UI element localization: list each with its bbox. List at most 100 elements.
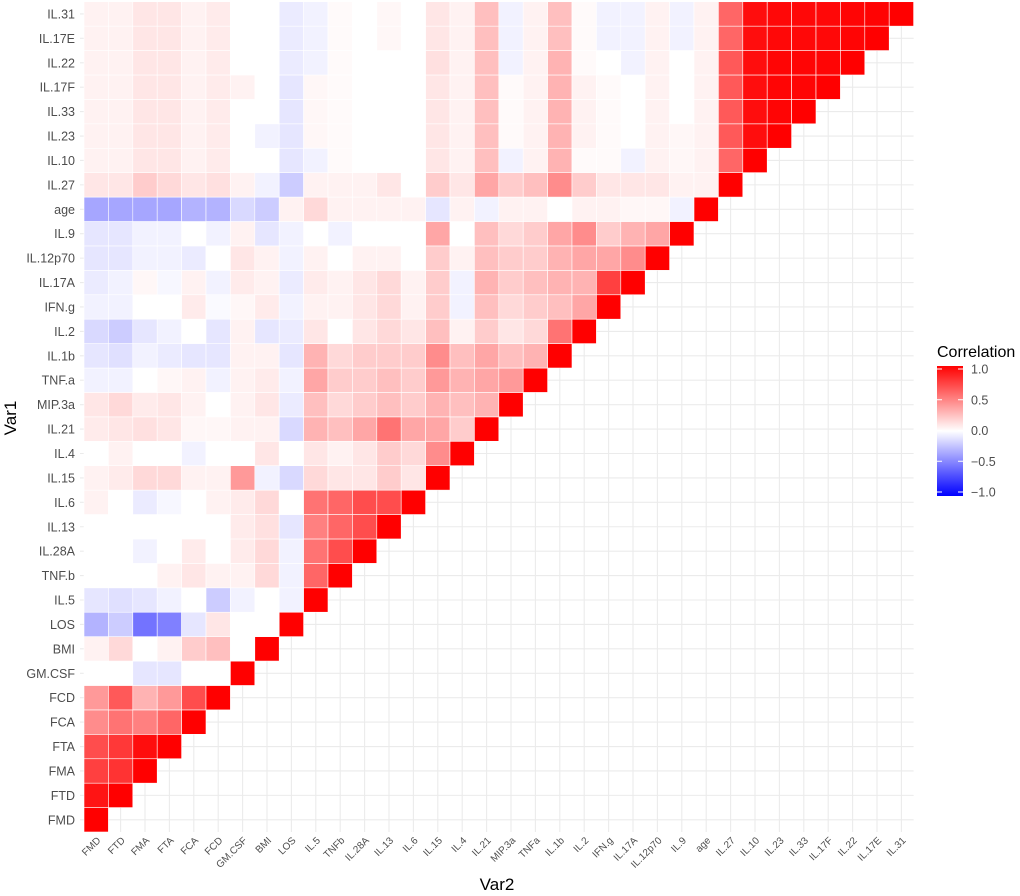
heatmap-cell: [352, 294, 378, 320]
heatmap-cell: [620, 123, 646, 149]
heatmap-cell: [352, 221, 378, 247]
heatmap-cell: [644, 74, 670, 100]
heatmap-cell: [83, 1, 109, 27]
heatmap-cell: [83, 123, 109, 149]
x-tick-label: MIP.3a: [489, 835, 519, 865]
heatmap-cell: [83, 318, 109, 344]
heatmap-cell: [278, 294, 304, 320]
heatmap-cell: [303, 123, 329, 149]
y-tick-label: GM.CSF: [26, 667, 75, 681]
heatmap-cell: [474, 172, 500, 198]
heatmap-cell: [156, 611, 182, 637]
y-tick-label: BMI: [53, 642, 75, 656]
heatmap-cell: [132, 123, 158, 149]
heatmap-cell: [205, 74, 231, 100]
heatmap-cell: [596, 270, 622, 296]
heatmap-cell: [742, 74, 768, 100]
heatmap-cell: [230, 636, 256, 662]
heatmap-cell: [303, 74, 329, 100]
heatmap-cell: [669, 1, 695, 27]
heatmap-cell: [376, 50, 402, 76]
heatmap-cell: [303, 416, 329, 442]
heatmap-cell: [571, 270, 597, 296]
heatmap-cell: [254, 465, 280, 491]
heatmap-cell: [400, 99, 426, 125]
heatmap-cell: [156, 196, 182, 222]
heatmap-cell: [181, 172, 207, 198]
heatmap-cell: [376, 196, 402, 222]
heatmap-cell: [449, 245, 475, 271]
heatmap-cell: [498, 50, 524, 76]
heatmap-cell: [132, 587, 158, 613]
heatmap-cell: [83, 25, 109, 51]
heatmap-cell: [718, 99, 744, 125]
y-tick-label: TNF.b: [42, 569, 75, 583]
heatmap-cell: [522, 99, 548, 125]
y-tick-label: IFN.g: [44, 300, 75, 314]
heatmap-cell: [474, 99, 500, 125]
heatmap-cell: [254, 99, 280, 125]
heatmap-cell: [571, 196, 597, 222]
heatmap-cell: [278, 245, 304, 271]
heatmap-cell: [522, 367, 548, 393]
heatmap-cell: [327, 99, 353, 125]
heatmap-cell: [205, 343, 231, 369]
heatmap-cell: [596, 50, 622, 76]
heatmap-cell: [596, 99, 622, 125]
heatmap-cell: [352, 270, 378, 296]
heatmap-cell: [83, 709, 109, 735]
heatmap-cell: [205, 489, 231, 515]
heatmap-cell: [376, 74, 402, 100]
heatmap-cell: [254, 636, 280, 662]
heatmap-cell: [205, 50, 231, 76]
heatmap-cell: [352, 1, 378, 27]
x-tick-label: IL.27: [714, 835, 738, 859]
heatmap-cell: [254, 514, 280, 540]
heatmap-cell: [547, 343, 573, 369]
heatmap-cell: [864, 25, 890, 51]
heatmap-cell: [108, 514, 134, 540]
heatmap-cell: [693, 196, 719, 222]
heatmap-cell: [83, 440, 109, 466]
heatmap-cell: [425, 392, 451, 418]
heatmap-cell: [327, 50, 353, 76]
heatmap-cell: [791, 50, 817, 76]
heatmap-cell: [181, 465, 207, 491]
heatmap-cell: [400, 465, 426, 491]
heatmap-cell: [108, 294, 134, 320]
heatmap-cell: [132, 734, 158, 760]
heatmap-cell: [230, 50, 256, 76]
heatmap-cell: [254, 196, 280, 222]
heatmap-cell: [596, 25, 622, 51]
heatmap-cell: [83, 465, 109, 491]
heatmap-cell: [644, 50, 670, 76]
heatmap-cell: [254, 50, 280, 76]
heatmap-cell: [205, 440, 231, 466]
heatmap-cell: [425, 25, 451, 51]
heatmap-cell: [83, 514, 109, 540]
heatmap-cell: [132, 1, 158, 27]
heatmap-cell: [425, 172, 451, 198]
heatmap-cell: [156, 465, 182, 491]
heatmap-cell: [449, 392, 475, 418]
heatmap-cell: [278, 147, 304, 173]
heatmap-cell: [230, 1, 256, 27]
heatmap-cell: [449, 25, 475, 51]
heatmap-cell: [449, 123, 475, 149]
heatmap-cell: [108, 74, 134, 100]
heatmap-cell: [83, 270, 109, 296]
heatmap-cell: [522, 294, 548, 320]
heatmap-cell: [230, 611, 256, 637]
heatmap-cell: [742, 50, 768, 76]
heatmap-cell: [425, 196, 451, 222]
heatmap-cell: [156, 709, 182, 735]
heatmap-cell: [205, 587, 231, 613]
heatmap-cell: [108, 123, 134, 149]
heatmap-cell: [83, 587, 109, 613]
heatmap-cell: [181, 367, 207, 393]
heatmap-cell: [669, 147, 695, 173]
heatmap-cell: [205, 636, 231, 662]
heatmap-cell: [181, 587, 207, 613]
heatmap-cell: [376, 318, 402, 344]
heatmap-cell: [596, 172, 622, 198]
